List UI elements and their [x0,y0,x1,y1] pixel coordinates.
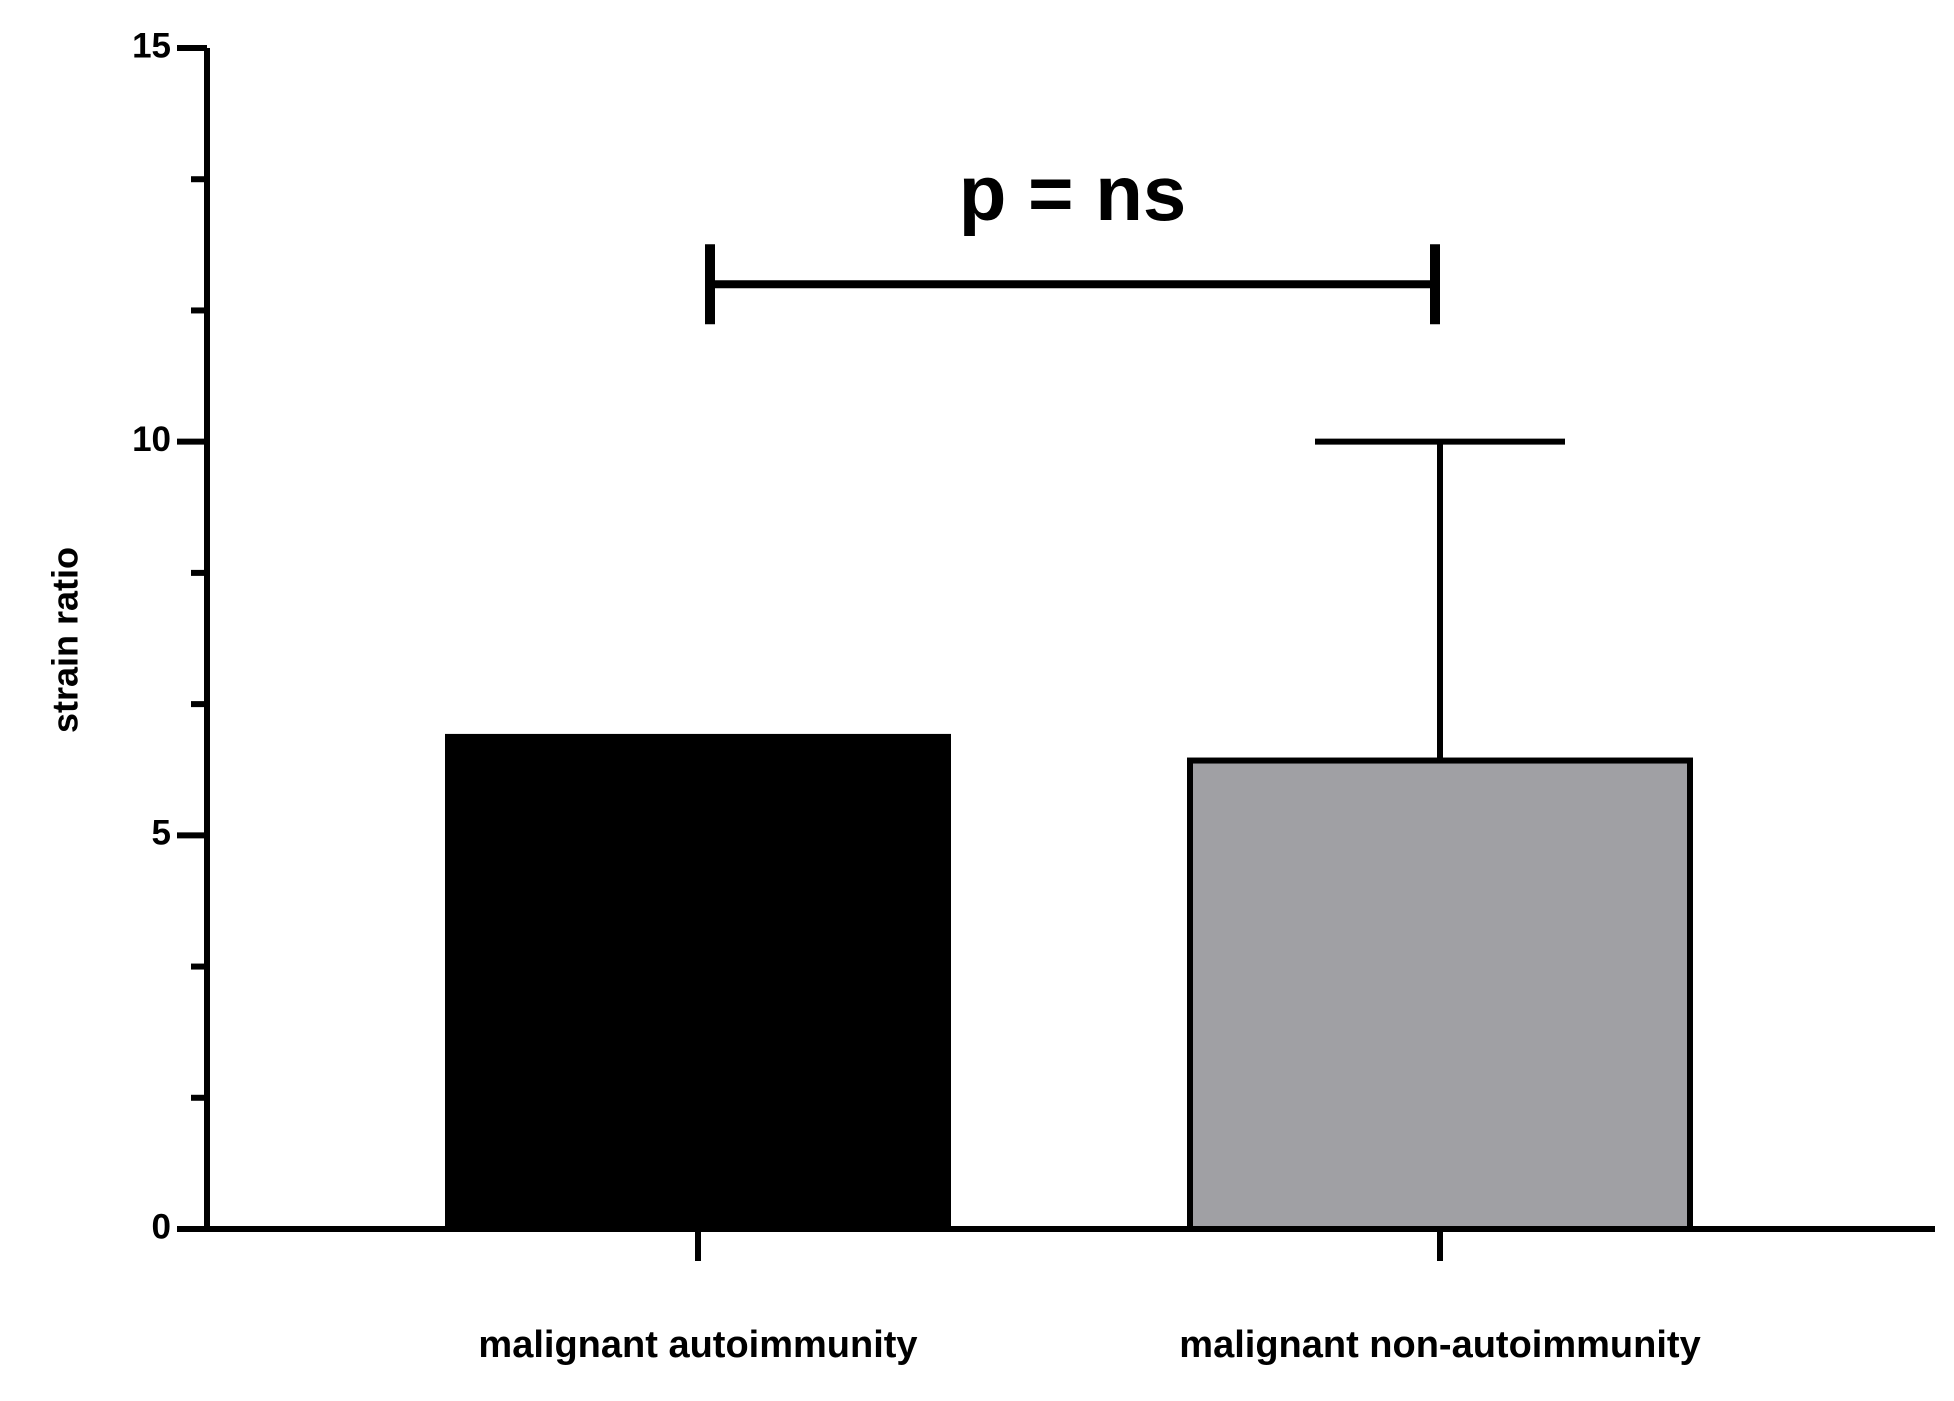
y-tick-label: 0 [152,1207,171,1246]
y-tick-label: 5 [152,814,171,853]
annotation: p = ns [959,149,1187,237]
x-tick-label: malignant non-autoimmunity [1179,1324,1700,1366]
y-axis-label: strain ratio [45,547,86,733]
bar [445,733,951,1233]
y-tick-label: 10 [132,420,171,459]
x-tick-label: malignant autoimmunity [478,1324,917,1366]
y-tick-label: 15 [132,26,171,65]
bar [1187,757,1693,1233]
